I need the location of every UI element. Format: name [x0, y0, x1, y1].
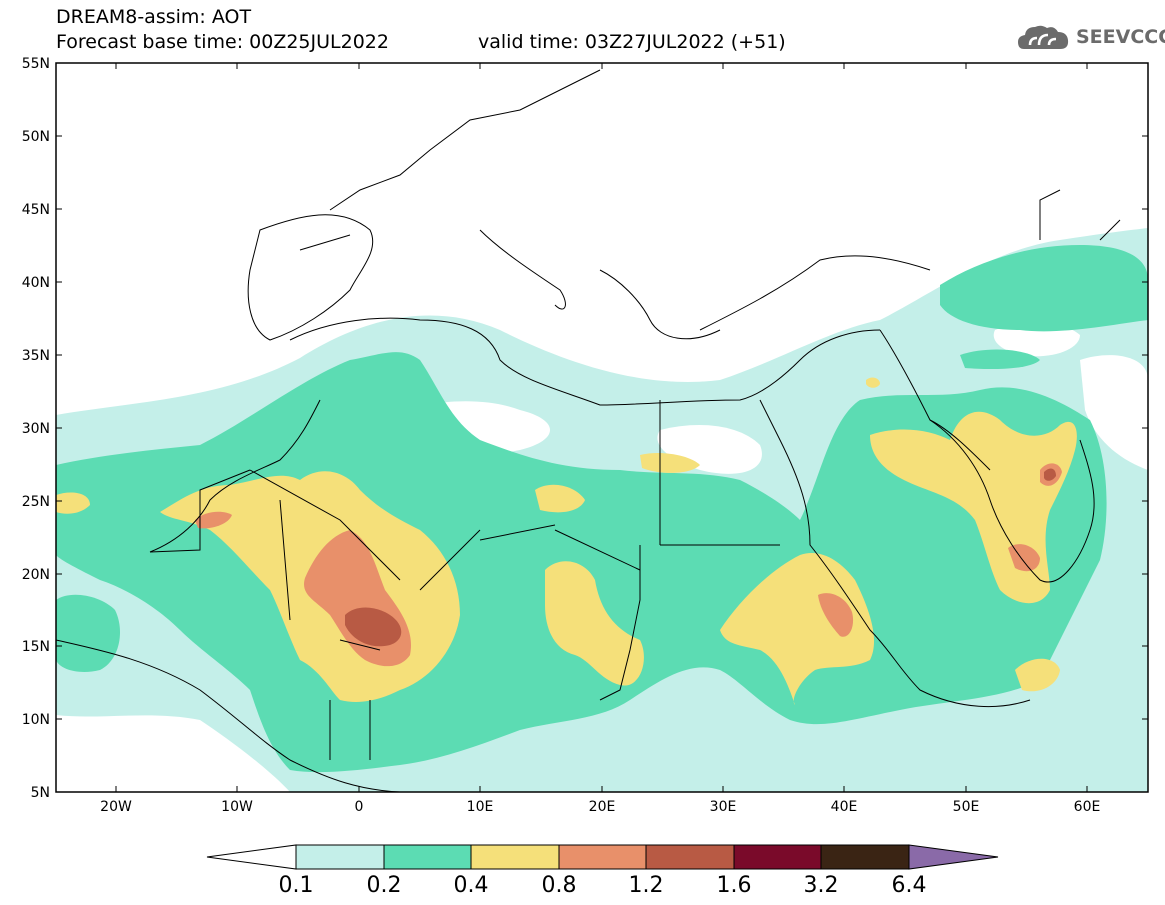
- aot-contour-1.2: [345, 607, 402, 647]
- colorbar-labels: 0.1 0.2 0.4 0.8 1.2 1.6 3.2 6.4: [279, 873, 927, 898]
- aot-contour-0.4-oman: [1015, 658, 1060, 692]
- colorbar-label: 0.2: [367, 873, 402, 898]
- colorbar: [206, 844, 999, 870]
- lat-label: 45N: [22, 202, 50, 218]
- lon-label: 20E: [589, 799, 616, 815]
- aot-gap-3: [1080, 355, 1148, 470]
- lon-axis: 20W 10W 0 10E 20E 30E 40E 50E 60E: [100, 63, 1100, 815]
- colorbar-label: 1.6: [717, 873, 752, 898]
- colorbar-label: 3.2: [804, 873, 839, 898]
- colorbar-label: 0.1: [279, 873, 314, 898]
- lat-label: 50N: [22, 129, 50, 145]
- cloud-icon: [1018, 25, 1069, 49]
- lon-label: 10E: [467, 799, 494, 815]
- colorbar-swatch: [383, 844, 472, 870]
- aot-field: [56, 228, 1148, 792]
- aot-contour-0.8-b: [195, 511, 232, 529]
- lon-label: 60E: [1074, 799, 1101, 815]
- colorbar-swatch: [820, 844, 910, 870]
- colorbar-label: 1.2: [629, 873, 664, 898]
- colorbar-swatch: [558, 844, 647, 870]
- aot-contour-0.8-c: [818, 593, 854, 637]
- forecast-base-time: Forecast base time: 00Z25JUL2022: [56, 31, 389, 53]
- aot-contour-0.4-chad: [545, 561, 644, 686]
- aot-contour-0.4-sudan: [720, 552, 875, 705]
- lon-label: 20W: [100, 799, 132, 815]
- lat-label: 25N: [22, 494, 50, 510]
- colorbar-low-arrow: [206, 844, 297, 870]
- aot-contour-0.2-d: [960, 349, 1040, 370]
- colorbar-swatch: [645, 844, 735, 870]
- lat-label: 30N: [22, 421, 50, 437]
- colorbar-swatch: [470, 844, 560, 870]
- lon-label: 30E: [710, 799, 737, 815]
- lat-axis: 55N 50N 45N 40N 35N 30N 25N 20N 15N 10N …: [22, 56, 1148, 801]
- aot-contour-0.4-egypt: [640, 453, 700, 473]
- colorbar-swatch: [295, 844, 385, 870]
- aot-contour-1.2-b: [1044, 468, 1056, 481]
- colorbar-high-arrow: [908, 844, 999, 870]
- lat-label: 20N: [22, 567, 50, 583]
- aot-contour-0.2-b: [56, 594, 120, 672]
- lat-label: 10N: [22, 712, 50, 728]
- colorbar-label: 0.4: [454, 873, 489, 898]
- lat-label: 40N: [22, 275, 50, 291]
- map-title: DREAM8-assim: AOT: [56, 6, 252, 28]
- valid-time: valid time: 03Z27JUL2022 (+51): [478, 31, 786, 53]
- seevccc-logo: SEEVCCC: [1016, 20, 1165, 54]
- aot-contour-0.4-libya: [535, 484, 585, 513]
- lat-label: 55N: [22, 56, 50, 72]
- lon-label: 10W: [221, 799, 253, 815]
- lat-label: 15N: [22, 639, 50, 655]
- coastlines: [56, 69, 1121, 792]
- lon-label: 40E: [831, 799, 858, 815]
- lat-label: 35N: [22, 348, 50, 364]
- colorbar-label: 0.8: [542, 873, 577, 898]
- lon-label: 50E: [953, 799, 980, 815]
- lon-label: 0: [355, 799, 364, 815]
- aot-contour-0.4-b: [56, 492, 90, 514]
- lat-label: 5N: [31, 785, 50, 801]
- aot-contour-0.2-c: [940, 245, 1148, 332]
- colorbar-swatch: [733, 844, 822, 870]
- aot-contour-0.4-iraq: [866, 377, 880, 388]
- logo-text: SEEVCCC: [1076, 26, 1165, 48]
- colorbar-label: 6.4: [892, 873, 927, 898]
